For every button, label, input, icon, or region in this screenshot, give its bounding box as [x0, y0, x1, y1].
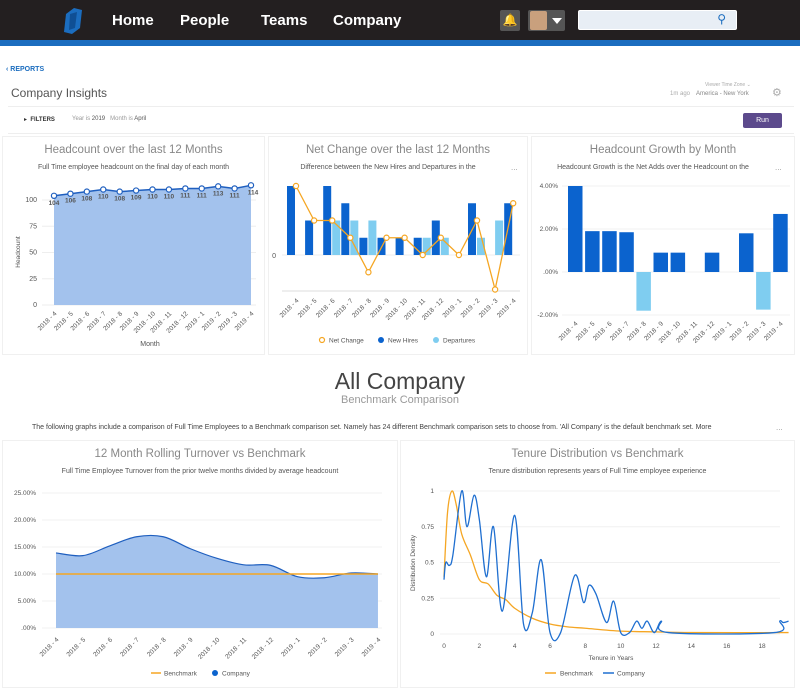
panel-title: 12 Month Rolling Turnover vs Benchmark	[94, 448, 306, 460]
search-box[interactable]: ⚲	[578, 10, 737, 30]
more-menu[interactable]: ...	[511, 163, 518, 172]
divider	[8, 106, 794, 107]
panel-title: Headcount over the last 12 Months	[44, 144, 223, 156]
panel-subtitle: Full Time Employee Turnover from the pri…	[61, 468, 339, 475]
panel-title: Tenure Distribution vs Benchmark	[511, 448, 684, 460]
nav-people[interactable]: People	[180, 12, 230, 29]
namely-logo[interactable]	[60, 8, 88, 34]
last-updated: 1m ago	[670, 91, 691, 97]
more-menu[interactable]: ...	[775, 163, 782, 172]
net-change-panel: Net Change over the last 12 Months Diffe…	[268, 136, 528, 355]
divider	[8, 133, 794, 134]
filters-label: FILTERS	[30, 117, 55, 123]
back-to-reports-link[interactable]: ‹ REPORTS	[6, 66, 45, 73]
panel-subtitle: Headcount Growth is the Net Adds over th…	[557, 164, 749, 171]
search-input[interactable]	[579, 11, 709, 29]
timezone-value[interactable]: America - New York	[696, 91, 749, 97]
chevron-down-icon	[552, 18, 562, 24]
month-filter-prefix: Month is	[110, 116, 133, 122]
year-filter-value[interactable]: 2019	[91, 116, 106, 122]
nav-teams[interactable]: Teams	[261, 12, 308, 29]
nav-home[interactable]: Home	[112, 12, 154, 29]
tenure-panel: Tenure Distribution vs Benchmark Tenure …	[400, 440, 795, 688]
nav-accent-stripe	[0, 40, 800, 46]
avatar	[530, 11, 547, 30]
month-filter-value[interactable]: April	[134, 116, 147, 122]
active-filters: Year is 2019 Month is April	[72, 116, 146, 122]
panel-subtitle: Tenure distribution represents years of …	[488, 468, 707, 475]
user-avatar-menu[interactable]	[528, 10, 565, 31]
panel-subtitle: Full Time employee headcount on the fina…	[37, 164, 230, 171]
headcount-panel: Headcount over the last 12 Months Full T…	[2, 136, 265, 355]
timezone-label[interactable]: Viewer Time Zone ⌄	[705, 82, 751, 88]
panel-title: Headcount Growth by Month	[589, 144, 737, 156]
turnover-panel: 12 Month Rolling Turnover vs Benchmark F…	[2, 440, 398, 688]
more-menu[interactable]: ...	[776, 423, 783, 432]
gear-icon[interactable]: ⚙	[772, 87, 782, 99]
panel-title: Net Change over the last 12 Months	[305, 144, 491, 156]
panel-subtitle: Difference between the New Hires and Dep…	[300, 164, 476, 171]
page-title: Company Insights	[11, 86, 108, 100]
filters-toggle[interactable]: ▸ FILTERS	[24, 117, 55, 123]
section-title: All Company	[334, 368, 466, 394]
nav-company[interactable]: Company	[333, 12, 402, 29]
bell-icon[interactable]: 🔔	[500, 10, 520, 31]
search-icon[interactable]: ⚲	[717, 12, 726, 26]
section-subtitle: Benchmark Comparison	[341, 394, 459, 406]
headcount-growth-panel: Headcount Growth by Month Headcount Grow…	[531, 136, 795, 355]
year-filter-prefix: Year is	[72, 116, 91, 122]
section-description: The following graphs include a compariso…	[32, 424, 712, 431]
run-button[interactable]: Run	[743, 113, 782, 128]
timezone-row: 1m ago America - New York	[670, 91, 749, 97]
